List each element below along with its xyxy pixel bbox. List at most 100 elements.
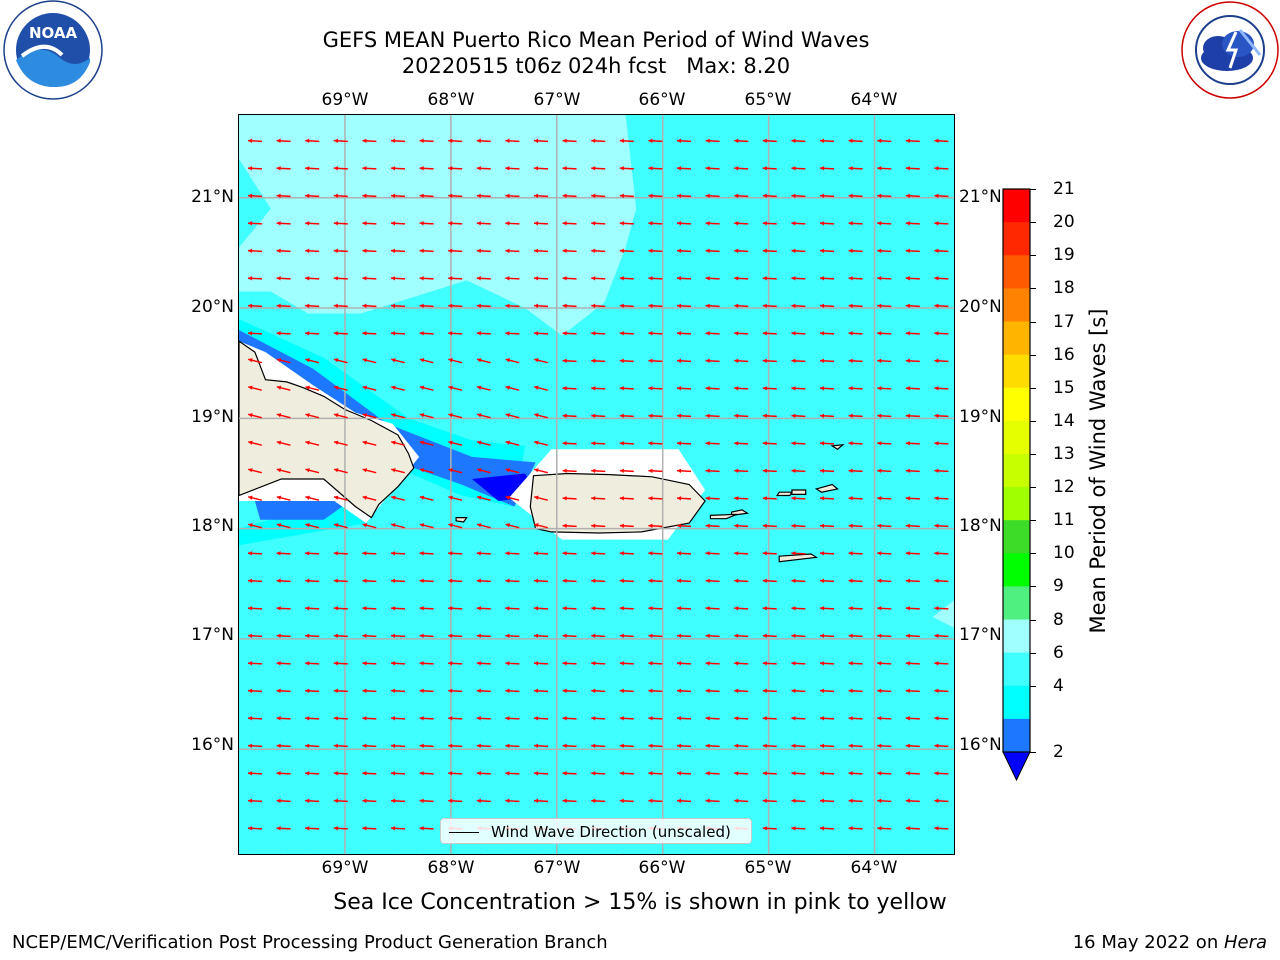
- wind-wave-arrow: [762, 303, 777, 309]
- wind-wave-arrow: [734, 468, 749, 474]
- wind-wave-arrow: [648, 221, 663, 226]
- wind-wave-arrow: [591, 551, 606, 556]
- wind-wave-arrow: [390, 798, 406, 804]
- colorbar-outline: [1002, 188, 1031, 753]
- wind-wave-arrow: [448, 248, 463, 254]
- wind-wave-arrow: [819, 413, 835, 419]
- noaa-logo-text: NOAA: [29, 24, 78, 42]
- wind-wave-arrow: [705, 221, 720, 226]
- wind-wave-arrow: [734, 358, 749, 364]
- colorbar-tick-mark: [1030, 387, 1036, 389]
- wind-wave-arrow: [276, 303, 291, 309]
- wind-wave-arrow: [591, 221, 606, 226]
- wind-wave-arrow: [390, 771, 406, 776]
- wind-wave-arrow: [905, 551, 920, 556]
- wind-wave-arrow: [390, 578, 406, 584]
- wind-wave-arrow: [390, 606, 406, 611]
- wind-wave-arrow: [905, 358, 920, 364]
- wind-wave-arrow: [248, 385, 262, 391]
- wind-wave-arrow: [819, 606, 835, 611]
- wind-wave-arrow: [705, 358, 720, 364]
- lat-label-right-19n: 19°N: [959, 407, 1002, 427]
- wind-wave-arrow: [305, 385, 320, 391]
- colorbar-tick-mark: [1030, 453, 1036, 455]
- wind-wave-arrow: [762, 798, 777, 804]
- wind-wave-arrow: [419, 826, 434, 831]
- wind-wave-arrow: [705, 303, 720, 309]
- wind-wave-arrow: [705, 496, 720, 501]
- wind-wave-arrow: [819, 826, 835, 831]
- wind-wave-arrow: [419, 385, 434, 391]
- wind-wave-arrow: [905, 193, 920, 199]
- wind-wave-arrow: [791, 193, 806, 199]
- wind-wave-arrow: [676, 523, 692, 529]
- wind-wave-arrow: [419, 331, 434, 336]
- wind-wave-arrow: [305, 303, 320, 309]
- wind-wave-arrow: [791, 331, 806, 336]
- wind-wave-arrow: [276, 743, 291, 749]
- wind-wave-arrow: [476, 606, 491, 611]
- wind-wave-arrow: [247, 633, 263, 639]
- wind-wave-arrow: [448, 276, 463, 281]
- wind-wave-arrow: [762, 193, 777, 199]
- wind-wave-arrow: [591, 193, 606, 199]
- wind-wave-arrow: [448, 578, 463, 584]
- wind-wave-arrow: [619, 771, 634, 776]
- wind-wave-arrow: [448, 661, 463, 666]
- wind-wave-arrow: [419, 771, 434, 776]
- wind-wave-arrow: [562, 661, 577, 666]
- wind-wave-arrow: [362, 495, 377, 501]
- wind-wave-arrow: [505, 743, 520, 749]
- land-small-island: [778, 553, 819, 563]
- wind-wave-arrow: [619, 523, 634, 529]
- wind-wave-arrow: [362, 413, 377, 419]
- wind-wave-arrow: [533, 798, 549, 804]
- wind-wave-arrow: [305, 688, 320, 694]
- wind-wave-arrow: [505, 166, 520, 171]
- wind-wave-arrow: [305, 743, 320, 749]
- wind-wave-arrow: [791, 496, 806, 501]
- wind-wave-arrow: [362, 661, 377, 666]
- colorbar-segment: [1003, 288, 1030, 323]
- lat-label-left-16n: 16°N: [191, 735, 234, 755]
- wind-wave-arrow: [905, 303, 920, 309]
- wind-wave-arrow: [476, 661, 491, 666]
- wind-wave-arrow: [391, 413, 405, 419]
- wind-wave-arrow: [419, 578, 434, 584]
- lat-label-left-18n: 18°N: [191, 516, 234, 536]
- wind-wave-arrow: [248, 523, 262, 529]
- wind-wave-arrow: [505, 303, 520, 309]
- wind-wave-arrow: [419, 193, 434, 199]
- wind-wave-arrow: [362, 138, 377, 144]
- colorbar-segment: [1003, 387, 1030, 422]
- wind-wave-arrow: [476, 385, 491, 391]
- wind-wave-arrow: [905, 386, 920, 391]
- lat-label-right-16n: 16°N: [959, 735, 1002, 755]
- wind-wave-arrow: [505, 523, 520, 529]
- wind-wave-arrow: [619, 496, 634, 501]
- wind-wave-arrow: [476, 413, 491, 419]
- wind-wave-arrow: [305, 633, 320, 639]
- wind-wave-arrow: [476, 633, 491, 639]
- wind-wave-arrow: [333, 440, 348, 446]
- wind-wave-arrow: [476, 358, 491, 364]
- wind-wave-arrow: [476, 331, 491, 336]
- wind-wave-arrow: [819, 358, 835, 364]
- wind-wave-arrow: [676, 358, 692, 364]
- wind-wave-arrow: [934, 716, 949, 721]
- wind-wave-arrow: [562, 221, 577, 226]
- wind-wave-arrow: [877, 193, 892, 199]
- wind-wave-arrow: [419, 523, 434, 529]
- wind-wave-arrow: [934, 578, 949, 584]
- wind-wave-arrow: [247, 743, 263, 749]
- wind-wave-arrow: [934, 688, 949, 694]
- wind-wave-arrow: [419, 303, 434, 309]
- wind-wave-arrow: [448, 798, 463, 804]
- wind-wave-arrow: [247, 551, 263, 556]
- wind-wave-arrow: [362, 276, 377, 281]
- wind-wave-arrow: [848, 771, 863, 776]
- wind-wave-arrow: [648, 386, 663, 391]
- wind-wave-arrow: [333, 138, 348, 144]
- wind-wave-arrow: [762, 496, 777, 501]
- wind-wave-arrow: [362, 221, 377, 226]
